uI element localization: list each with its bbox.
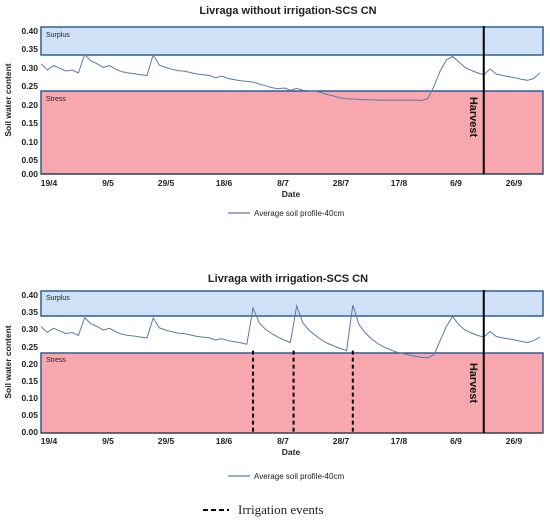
chart-2: Livraga with irrigation-SCS CN Surplus S… (3, 273, 544, 481)
y-tick-label: 0.10 (21, 137, 38, 147)
y-tick-label: 0.40 (21, 26, 38, 36)
irrigation-legend-label: Irrigation events (238, 502, 324, 517)
irrigation-legend: Irrigation events (203, 502, 324, 517)
chart-1-surplus-label: Surplus (46, 32, 70, 39)
x-tick-label: 19/4 (41, 436, 58, 446)
chart-1-surplus-zone (40, 26, 544, 56)
x-tick-label: 26/9 (506, 178, 523, 188)
y-tick-label: 0.15 (21, 118, 38, 128)
chart-2-legend-label: Average soil profile-40cm (254, 472, 344, 481)
chart-2-harvest-label: Harvest (467, 363, 479, 404)
x-tick-label: 6/9 (450, 436, 462, 446)
x-tick-label: 18/6 (216, 436, 233, 446)
x-tick-label: 29/5 (158, 436, 175, 446)
x-tick-label: 9/5 (102, 178, 114, 188)
x-tick-label: 28/7 (333, 436, 350, 446)
x-tick-label: 9/5 (102, 436, 114, 446)
x-tick-label: 28/7 (333, 178, 350, 188)
chart-2-series-line (40, 303, 541, 359)
x-tick-label: 26/9 (506, 436, 523, 446)
y-tick-label: 0.05 (21, 410, 38, 420)
y-tick-label: 0.20 (21, 359, 38, 369)
chart-2-y-axis-label: Soil water content (3, 325, 13, 398)
y-tick-label: 0.00 (21, 427, 38, 437)
chart-1-y-axis-label: Soil water content (3, 63, 13, 136)
chart-2-title: Livraga with irrigation-SCS CN (208, 273, 368, 285)
chart-1-stress-zone (40, 90, 544, 175)
x-tick-label: 29/5 (158, 178, 175, 188)
chart-2-y-ticks: 0.40 0.35 0.30 0.25 0.20 0.15 0.10 0.05 … (21, 290, 38, 437)
chart-1-harvest-label: Harvest (467, 97, 479, 138)
chart-1-x-axis-label: Date (282, 189, 301, 199)
y-tick-label: 0.30 (21, 324, 38, 334)
chart-1-x-ticks: 19/4 9/5 29/5 18/6 8/7 28/7 17/8 6/9 26/… (41, 178, 523, 188)
x-tick-label: 8/7 (277, 436, 289, 446)
chart-1-y-ticks: 0.40 0.35 0.30 0.25 0.20 0.15 0.10 0.05 … (21, 26, 38, 179)
y-tick-label: 0.05 (21, 155, 38, 165)
y-tick-label: 0.25 (21, 81, 38, 91)
y-tick-label: 0.40 (21, 290, 38, 300)
chart-1: Livraga without irrigation-SCS CN Surplu… (3, 5, 544, 218)
y-tick-label: 0.15 (21, 376, 38, 386)
x-tick-label: 18/6 (216, 178, 233, 188)
chart-1-series-line (40, 53, 541, 102)
chart-2-x-axis-label: Date (282, 447, 301, 457)
chart-2-surplus-zone (40, 290, 544, 317)
chart-1-title: Livraga without irrigation-SCS CN (199, 5, 376, 17)
y-tick-label: 0.10 (21, 393, 38, 403)
y-tick-label: 0.00 (21, 169, 38, 179)
y-tick-label: 0.35 (21, 307, 38, 317)
x-tick-label: 17/8 (391, 436, 408, 446)
x-tick-label: 8/7 (277, 178, 289, 188)
x-tick-label: 17/8 (391, 178, 408, 188)
chart-2-stress-label: Stress (46, 357, 66, 364)
y-tick-label: 0.25 (21, 342, 38, 352)
chart-2-x-ticks: 19/4 9/5 29/5 18/6 8/7 28/7 17/8 6/9 26/… (41, 436, 523, 446)
y-tick-label: 0.30 (21, 63, 38, 73)
y-tick-label: 0.35 (21, 44, 38, 54)
y-tick-label: 0.20 (21, 100, 38, 110)
chart-1-legend-label: Average soil profile-40cm (254, 209, 344, 218)
chart-1-stress-label: Stress (46, 96, 66, 103)
x-tick-label: 19/4 (41, 178, 58, 188)
x-tick-label: 6/9 (450, 178, 462, 188)
chart-2-surplus-label: Surplus (46, 295, 70, 302)
